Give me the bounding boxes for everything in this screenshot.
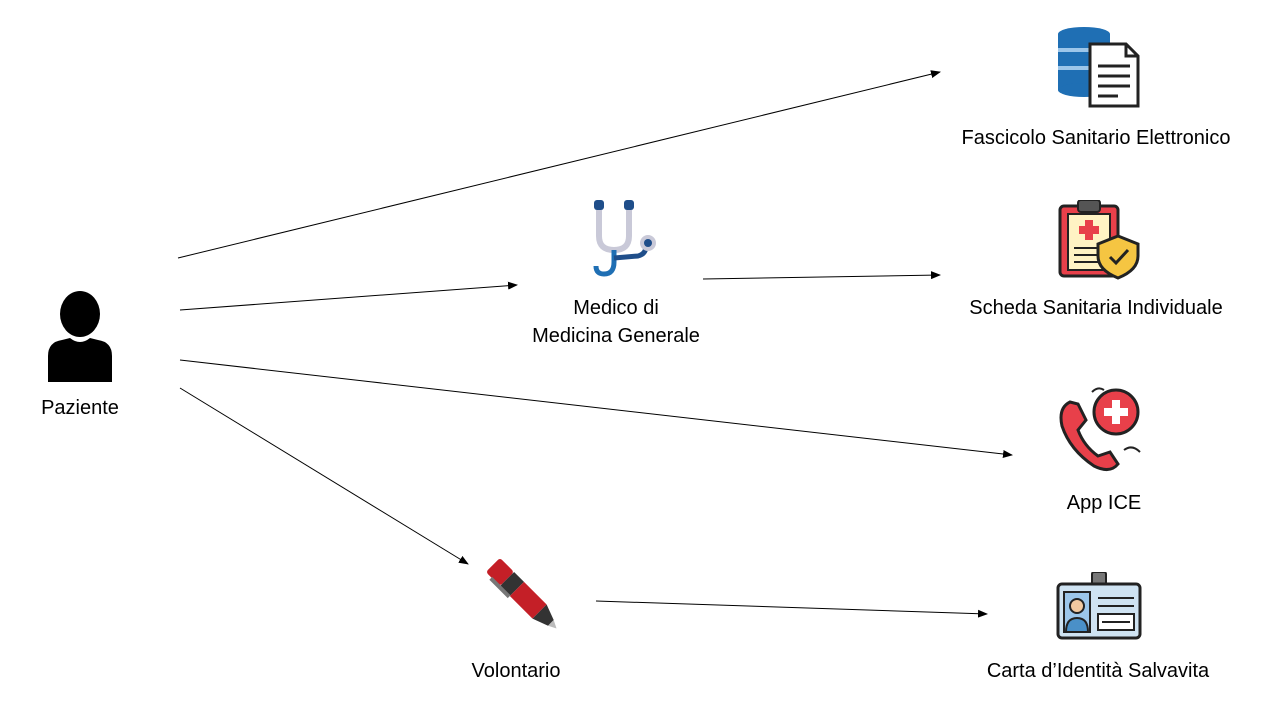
pen-icon <box>478 550 570 647</box>
node-label-carta: Carta d’Identità Salvavita <box>986 660 1210 682</box>
node-label-app-ice: App ICE <box>1066 492 1142 514</box>
node-label-volontario: Volontario <box>471 660 561 682</box>
edge-medico-scheda <box>702 271 941 280</box>
node-label-medico-line1: Medico di <box>573 297 659 319</box>
node-label-scheda: Scheda Sanitaria Individuale <box>969 297 1223 319</box>
id-card-icon <box>1056 571 1142 645</box>
emergency-phone-icon <box>1054 386 1144 479</box>
node-label-medico-line2: Medicina Generale <box>532 325 700 347</box>
edge-paziente-app-ice <box>179 359 1013 458</box>
edge-paziente-volontario <box>179 387 469 565</box>
stethoscope-icon <box>590 198 660 287</box>
person-icon <box>42 290 118 387</box>
edge-paziente-fascicolo <box>177 70 941 259</box>
edge-paziente-medico <box>179 281 518 311</box>
node-label-paziente: Paziente <box>41 397 119 419</box>
medical-clipboard-shield-icon <box>1058 199 1142 285</box>
node-label-fascicolo: Fascicolo Sanitario Elettronico <box>961 127 1231 149</box>
database-document-icon <box>1056 26 1142 113</box>
edge-volontario-carta <box>595 600 988 618</box>
